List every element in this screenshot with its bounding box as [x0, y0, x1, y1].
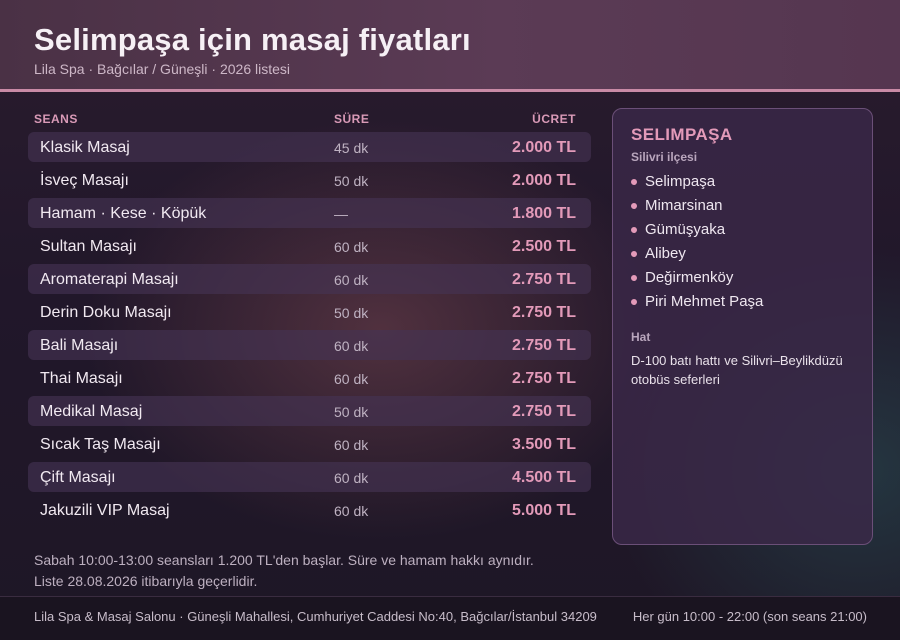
service-name: Thai Masajı [40, 370, 123, 387]
bullet-icon [631, 227, 637, 233]
bullet-icon [631, 251, 637, 257]
service-duration: 60 dk [334, 437, 369, 453]
price-notes: Sabah 10:00-13:00 seansları 1.200 TL'den… [34, 550, 594, 592]
service-price: 2.750 TL [511, 370, 576, 387]
page-subtitle: Lila Spa · Bağcılar / Güneşli · 2026 lis… [34, 61, 291, 77]
bullet-icon [631, 299, 637, 305]
service-name: İsveç Masajı [40, 172, 129, 189]
service-price: 2.000 TL [511, 139, 576, 156]
area-title: SELIMPAŞA [631, 125, 733, 144]
bullet-icon [631, 179, 637, 185]
service-duration: 50 dk [334, 404, 369, 420]
bullet-icon [631, 275, 637, 281]
service-name: Sıcak Taş Masajı [40, 436, 161, 453]
service-name: Çift Masajı [40, 469, 116, 486]
service-price: 1.800 TL [511, 205, 576, 222]
table-row: Thai Masajı 60 dk 2.750 TL [28, 363, 591, 393]
area-item: Mimarsinan [631, 196, 854, 220]
area-name: Gümüşyaka [645, 221, 726, 238]
table-row: Sıcak Taş Masajı 60 dk 3.500 TL [28, 429, 591, 459]
footer-hours: Her gün 10:00 - 22:00 (son seans 21:00) [632, 609, 867, 624]
price-table: SEANS SÜRE ÜCRET Klasik Masaj 45 dk 2.000 … [28, 108, 591, 528]
service-price: 2.750 TL [511, 337, 576, 354]
area-item: Gümüşyaka [631, 220, 854, 244]
column-header-sure: SÜRE [334, 112, 370, 126]
service-price: 2.500 TL [511, 238, 576, 255]
column-header-ucret: ÜCRET [532, 112, 576, 126]
service-duration: 50 dk [334, 173, 369, 189]
page-header: Selimpaşa için masaj fiyatları Lila Spa … [0, 0, 900, 92]
service-price: 4.500 TL [511, 469, 576, 486]
table-row: Hamam · Kese · Köpük — 1.800 TL [28, 198, 591, 228]
service-duration: — [334, 206, 348, 222]
area-name: Mimarsinan [645, 197, 723, 214]
service-duration: 60 dk [334, 239, 369, 255]
service-duration: 50 dk [334, 305, 369, 321]
table-body: Klasik Masaj 45 dk 2.000 TL İsveç Masajı 50 … [28, 132, 591, 525]
area-item: Selimpaşa [631, 172, 854, 196]
service-name: Jakuzili VIP Masaj [40, 502, 170, 519]
service-duration: 60 dk [334, 470, 369, 486]
service-name: Aromaterapi Masajı [40, 271, 179, 288]
service-duration: 60 dk [334, 371, 369, 387]
service-price: 5.000 TL [511, 502, 576, 519]
service-name: Derin Doku Masajı [40, 304, 172, 321]
note-line: Sabah 10:00-13:00 seansları 1.200 TL'den… [34, 552, 534, 568]
service-price: 2.000 TL [511, 172, 576, 189]
hat-label: Hat [631, 330, 651, 344]
column-header-seans: SEANS [34, 112, 78, 126]
table-row: Çift Masajı 60 dk 4.500 TL [28, 462, 591, 492]
area-name: Değirmenköy [645, 269, 734, 286]
area-name: Selimpaşa [645, 173, 716, 190]
area-list: Selimpaşa Mimarsinan Gümüşyaka Alibey Değirm… [631, 172, 854, 316]
service-name: Sultan Masajı [40, 238, 137, 255]
table-row: İsveç Masajı 50 dk 2.000 TL [28, 165, 591, 195]
service-price: 2.750 TL [511, 271, 576, 288]
service-name: Klasik Masaj [40, 139, 130, 156]
note-line: Liste 28.08.2026 itibarıyla geçerlidir. [34, 573, 258, 589]
page-footer: Lila Spa & Masaj Salonu · Güneşli Mahall… [0, 596, 900, 640]
area-item: Değirmenköy [631, 268, 854, 292]
table-row: Medikal Masaj 50 dk 2.750 TL [28, 396, 591, 426]
table-row: Sultan Masajı 60 dk 2.500 TL [28, 231, 591, 261]
area-panel: SELIMPAŞA Silivri ilçesi Selimpaşa Mimars… [612, 108, 873, 545]
service-duration: 60 dk [334, 272, 369, 288]
area-item: Piri Mehmet Paşa [631, 292, 854, 316]
district-label: Silivri ilçesi [631, 150, 698, 164]
page-title: Selimpaşa için masaj fiyatları [34, 22, 471, 57]
service-price: 2.750 TL [511, 403, 576, 420]
service-name: Bali Masajı [40, 337, 119, 354]
hat-text: D-100 batı hattı ve Silivri–Beylikdüzü o… [631, 353, 843, 387]
service-name: Hamam · Kese · Köpük [40, 205, 207, 222]
service-name: Medikal Masaj [40, 403, 143, 420]
service-duration: 60 dk [334, 503, 369, 519]
service-duration: 45 dk [334, 140, 369, 156]
table-row: Jakuzili VIP Masaj 60 dk 5.000 TL [28, 495, 591, 525]
area-name: Alibey [645, 245, 686, 262]
footer-address: Lila Spa & Masaj Salonu · Güneşli Mahall… [34, 609, 597, 624]
table-row: Bali Masajı 60 dk 2.750 TL [28, 330, 591, 360]
service-price: 2.750 TL [511, 304, 576, 321]
table-header: SEANS SÜRE ÜCRET [28, 108, 591, 132]
service-price: 3.500 TL [511, 436, 576, 453]
table-row: Aromaterapi Masajı 60 dk 2.750 TL [28, 264, 591, 294]
area-item: Alibey [631, 244, 854, 268]
area-name: Piri Mehmet Paşa [645, 293, 764, 310]
service-duration: 60 dk [334, 338, 369, 354]
table-row: Derin Doku Masajı 50 dk 2.750 TL [28, 297, 591, 327]
bullet-icon [631, 203, 637, 209]
table-row: Klasik Masaj 45 dk 2.000 TL [28, 132, 591, 162]
